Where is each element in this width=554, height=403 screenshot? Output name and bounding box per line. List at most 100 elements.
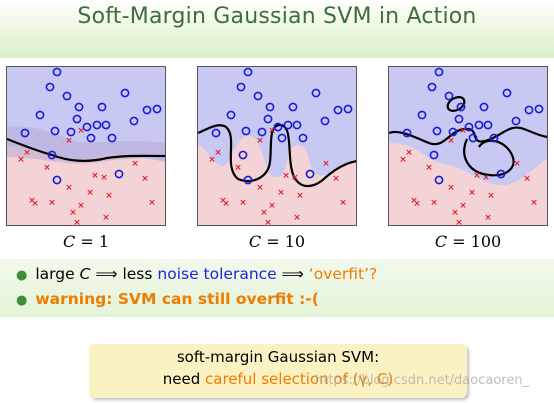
circle-point xyxy=(243,175,253,185)
cross-point: × xyxy=(208,155,216,165)
cross-point: × xyxy=(131,159,139,169)
bullet-dot-icon: ● xyxy=(16,268,28,283)
circle-point xyxy=(444,91,454,101)
svm-plot-c1: ×××××× × ×××××××××××× × xyxy=(7,67,165,226)
careful-selection-text: careful selection of (γ, C) xyxy=(205,370,394,388)
cross-point: × xyxy=(260,208,268,218)
circle-point xyxy=(429,150,439,160)
circle-point xyxy=(92,120,102,130)
circle-point xyxy=(50,126,60,136)
circle-point xyxy=(263,114,273,124)
circle-point xyxy=(483,120,493,130)
circle-point xyxy=(72,114,82,124)
cross-point: × xyxy=(268,201,276,211)
circle-point xyxy=(226,110,236,120)
cross-point: × xyxy=(141,174,149,184)
cross-point: × xyxy=(451,208,459,218)
circle-point xyxy=(343,104,353,114)
c-label-10: C = 10 xyxy=(197,232,357,251)
circle-point xyxy=(253,91,263,101)
title-band xyxy=(0,0,554,58)
circle-point xyxy=(243,67,253,77)
circle-point xyxy=(120,88,130,98)
cross-point: × xyxy=(234,163,242,173)
circle-point xyxy=(479,102,489,112)
circle-point xyxy=(454,114,464,124)
noise-tolerance-text: noise tolerance xyxy=(157,265,277,283)
cross-point: × xyxy=(459,201,467,211)
cross-point: × xyxy=(105,191,113,201)
cross-point: × xyxy=(239,198,247,208)
circle-point xyxy=(456,102,466,112)
cross-point: × xyxy=(65,136,73,146)
cross-point: × xyxy=(28,196,36,206)
bullet-dot-icon: ● xyxy=(16,293,28,308)
overfit-text: ‘overfit’? xyxy=(308,265,378,283)
watermark: https://blog.csdn.net/daocaoren_ xyxy=(315,373,530,388)
cross-point: × xyxy=(296,191,304,201)
circle-point xyxy=(74,102,84,112)
decision-boundary xyxy=(7,137,165,162)
cross-point: × xyxy=(31,199,39,209)
circle-point xyxy=(468,133,478,143)
cross-point: × xyxy=(256,183,264,193)
circle-point xyxy=(20,128,30,138)
cross-point: × xyxy=(214,148,222,158)
c-label-1: C = 1 xyxy=(6,232,166,251)
circle-point xyxy=(502,88,512,98)
warning-text: warning: SVM can still overfit :-( xyxy=(35,290,319,308)
circle-point xyxy=(236,82,246,92)
circle-point xyxy=(305,169,315,179)
cross-point: × xyxy=(447,136,455,146)
cross-point: × xyxy=(65,183,73,193)
c-value: = 10 xyxy=(266,232,306,251)
cross-point: × xyxy=(73,218,81,226)
circle-point xyxy=(417,110,427,120)
cross-point: × xyxy=(413,199,421,209)
callout-line-2: need careful selection of (γ, C) xyxy=(89,370,467,388)
cross-point: × xyxy=(102,213,110,223)
points-c1: ×××××× × ×××××××××××× × xyxy=(17,67,162,226)
points-c100: ×××××× × ×××××××××××× × xyxy=(399,67,544,225)
slide-title: Soft-Margin Gaussian SVM in Action xyxy=(77,4,477,29)
circle-point xyxy=(257,127,267,137)
circle-point xyxy=(211,128,221,138)
cross-point: × xyxy=(268,126,276,136)
circle-point xyxy=(298,133,308,143)
cross-point: × xyxy=(473,171,481,181)
circle-point xyxy=(152,104,162,114)
cross-point: × xyxy=(291,173,299,183)
cross-point: × xyxy=(293,213,301,223)
cross-point: × xyxy=(322,159,330,169)
circle-point xyxy=(97,102,107,112)
circle-point xyxy=(434,175,444,185)
svm-panel-c100: × × × × × × × × × × × × × × × × × × × × xyxy=(388,66,548,226)
circle-point xyxy=(277,133,287,143)
circle-point xyxy=(142,105,152,115)
circle-point xyxy=(101,120,111,130)
circle-point xyxy=(432,126,442,136)
cross-point: × xyxy=(77,201,85,211)
cross-point: × xyxy=(487,191,495,201)
cross-point: × xyxy=(523,174,531,184)
cross-point: × xyxy=(282,171,290,181)
circle-point xyxy=(524,105,534,115)
cross-point: × xyxy=(91,171,99,181)
circle-point xyxy=(86,133,96,143)
text: large xyxy=(35,265,80,283)
circle-point xyxy=(511,116,521,126)
circle-point xyxy=(427,82,437,92)
cross-point: × xyxy=(459,126,467,136)
cross-point: × xyxy=(425,163,433,173)
c-var: C xyxy=(248,232,262,251)
circle-point xyxy=(241,126,251,136)
circle-point xyxy=(496,169,506,179)
cross-point: × xyxy=(264,218,272,226)
circle-point xyxy=(82,122,92,132)
circle-point xyxy=(62,91,72,101)
cross-point: × xyxy=(468,188,476,198)
cross-point: × xyxy=(277,188,285,198)
cross-point: × xyxy=(77,126,85,136)
cross-point: × xyxy=(447,183,455,193)
c-value: = 100 xyxy=(452,232,502,251)
